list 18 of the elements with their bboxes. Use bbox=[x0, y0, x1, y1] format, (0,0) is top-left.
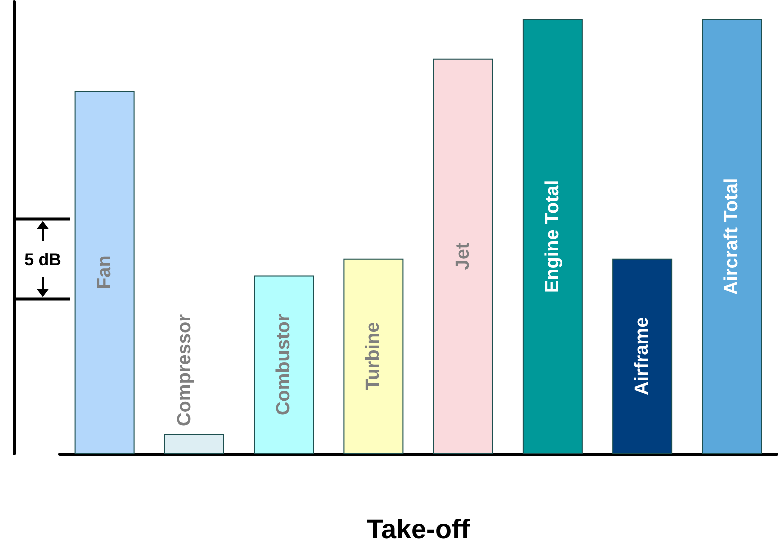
x-axis-title: Take-off bbox=[366, 514, 472, 544]
x-tick-label: Turbine bbox=[363, 322, 384, 391]
x-tick-label: Jet bbox=[452, 242, 474, 270]
x-tick-label: Airframe bbox=[632, 317, 654, 396]
x-tick-label: Compressor bbox=[174, 314, 196, 426]
annotation: 5 dB bbox=[24, 250, 62, 270]
x-tick-label: Fan bbox=[94, 256, 116, 290]
bar bbox=[433, 58, 494, 454]
bar bbox=[164, 434, 224, 454]
bar bbox=[702, 19, 762, 454]
bar bbox=[254, 276, 314, 454]
bar bbox=[612, 258, 673, 454]
bar bbox=[344, 258, 404, 454]
x-tick-label: Engine Total bbox=[542, 180, 564, 293]
x-tick-label: Combustor bbox=[274, 314, 295, 416]
bar bbox=[74, 91, 135, 454]
bar bbox=[522, 19, 583, 454]
x-tick-label: Aircraft Total bbox=[722, 178, 743, 296]
